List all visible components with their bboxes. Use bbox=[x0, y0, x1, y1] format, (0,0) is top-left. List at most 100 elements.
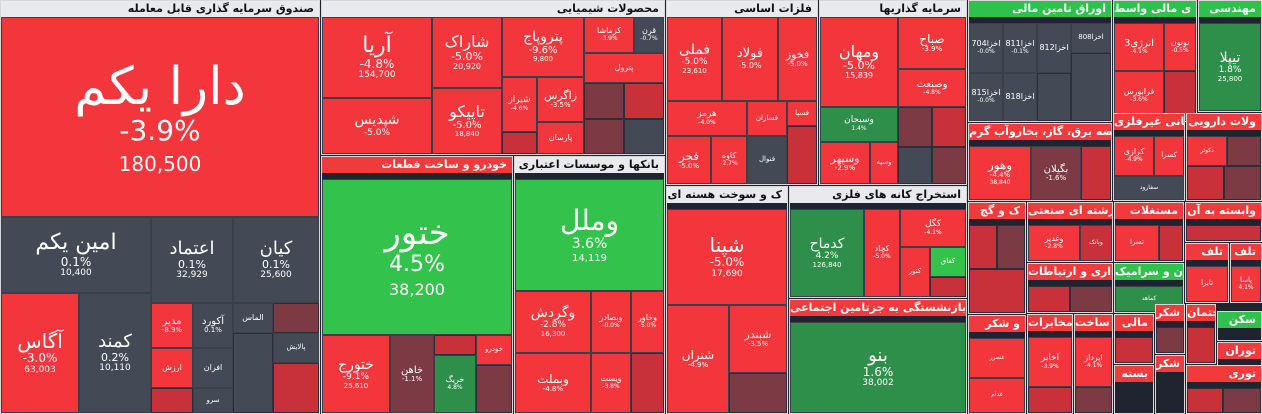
tile-petrol2[interactable]: پترول bbox=[584, 53, 664, 83]
tile-karazi[interactable]: کرازی -4.9% bbox=[1114, 136, 1154, 176]
tile-filler[interactable] bbox=[1081, 146, 1111, 200]
sector-social[interactable]: ق بازنشستگی به جزتامین اجتماعی بنو 1.6% … bbox=[789, 299, 967, 414]
tile-khodro[interactable]: خودرو bbox=[476, 335, 512, 365]
tile-fajr[interactable]: فجر -5.0% bbox=[667, 136, 711, 184]
tile-khatorh[interactable]: ختورج -9.1% 25,610 bbox=[322, 335, 390, 413]
sector-auto[interactable]: خودرو و ساخت قطعات ختور 4.5% 38,200 ختور… bbox=[321, 156, 513, 414]
tile-vmahan[interactable]: ومهان -5.0% 15,839 bbox=[820, 17, 898, 107]
tile-kjad[interactable]: کچاد -5.0% bbox=[864, 209, 900, 297]
tile-akord[interactable]: آکورد 0.1% bbox=[193, 303, 233, 348]
sector-mali[interactable]: مالی bbox=[1114, 314, 1154, 364]
tile-sharak[interactable]: شاراک -5.0% 20,920 bbox=[432, 17, 502, 88]
tile-vgardesh[interactable]: وگردش -2.8% 16,300 bbox=[515, 291, 591, 353]
tile-sabah[interactable]: صباح -3.9% bbox=[898, 17, 966, 69]
tile-filler[interactable] bbox=[1224, 166, 1261, 200]
sector-misc1[interactable]: تلف تایرا bbox=[1185, 243, 1229, 303]
tile-filler[interactable] bbox=[273, 303, 319, 333]
sector-telecom[interactable]: اری و ارتباطات bbox=[1027, 263, 1113, 313]
tile-shepdis[interactable]: شپدیس -5.0% bbox=[322, 98, 432, 154]
sector-mining[interactable]: استخراج کانه های فلزی کدماح 4.2% 126,840… bbox=[789, 186, 967, 298]
tile-ghasr[interactable]: غسرر bbox=[969, 338, 1025, 378]
tile-filler[interactable] bbox=[1187, 327, 1215, 363]
tile-tonon[interactable]: تونون -0.5% bbox=[1164, 23, 1196, 71]
tile-akhaber[interactable]: اخابر -3.9% bbox=[1028, 337, 1072, 387]
sector-tour[interactable]: توری bbox=[1186, 365, 1262, 414]
tile-sarv[interactable]: سرو bbox=[193, 388, 233, 413]
tile-filler[interactable] bbox=[434, 335, 476, 355]
tile-tipla[interactable]: تیپلا 1.8% 25,800 bbox=[1199, 23, 1261, 111]
tile-femli[interactable]: فملی -5.0% 23,610 bbox=[667, 17, 722, 101]
tile-fsazan[interactable]: فسازان bbox=[747, 101, 787, 136]
tile-shiraz[interactable]: شیراز -4.6% bbox=[502, 77, 537, 132]
tile-a808[interactable]: 808اخزا bbox=[1071, 23, 1111, 53]
tile-a812[interactable]: 812اخزا bbox=[1037, 23, 1071, 73]
tile-ghran[interactable]: قرن -0.7% bbox=[634, 17, 664, 53]
tile-vkhavar[interactable]: وخاور -5.0% bbox=[631, 291, 664, 353]
sector-utility[interactable]: عرضه برق، گاز، بخاروآب گرم وهور -4.4% 38… bbox=[968, 123, 1112, 201]
tile-filler[interactable] bbox=[1037, 73, 1071, 121]
tile-shepna[interactable]: شپنا -5.0% 17,690 bbox=[667, 209, 787, 305]
tile-fenavar[interactable]: فنوال bbox=[747, 136, 787, 184]
tile-tapiko[interactable]: تاپیکو -5.0% 18,840 bbox=[432, 88, 502, 154]
tile-dkor[interactable]: دکوثر bbox=[1187, 136, 1227, 166]
tile-filler[interactable] bbox=[1223, 388, 1261, 413]
sector-finance[interactable]: اوراق تامین مالی 704اخزا -0.0% 811اخزا -… bbox=[968, 0, 1112, 122]
tile-apardaz[interactable]: اپرداز -4.1% bbox=[1075, 337, 1112, 387]
tile-kmaad[interactable]: کماهد bbox=[1115, 286, 1183, 312]
tile-a818[interactable]: 818اخزا bbox=[1003, 73, 1037, 121]
tile-shtran[interactable]: شتران -4.9% bbox=[667, 305, 729, 413]
tile-khatoor[interactable]: ختور 4.5% 38,200 bbox=[322, 179, 512, 335]
tile-anarzhi[interactable]: انرژی3 -4.1% bbox=[1114, 23, 1164, 71]
tile-tesra[interactable]: تسرا bbox=[1115, 225, 1159, 261]
tile-filler[interactable] bbox=[932, 147, 966, 184]
tile-agas[interactable]: آگاس -3.0% 63,003 bbox=[1, 293, 79, 413]
tile-filler[interactable] bbox=[969, 225, 997, 269]
tile-khaan[interactable]: خاهن -1.1% bbox=[390, 335, 434, 413]
sector-dependent[interactable]: وابسته به آن bbox=[1185, 202, 1262, 242]
sector-pasa[interactable]: تلف پاسا 4.1% bbox=[1230, 243, 1262, 303]
tile-palayesh[interactable]: پالایش bbox=[273, 333, 319, 363]
sector-computer[interactable]: ساخت اپرداز -4.1% bbox=[1074, 314, 1113, 414]
sector-banks[interactable]: بانکها و موسسات اعتباری وملل 3.6% 14,119… bbox=[514, 156, 665, 414]
sector-agri[interactable]: ک و گچ bbox=[968, 202, 1026, 314]
tile-modir[interactable]: مدیر -8.9% bbox=[151, 303, 193, 348]
tile-kave[interactable]: کاوه -2.7% bbox=[711, 136, 747, 184]
tile-bgilan[interactable]: بگیلان -1.6% bbox=[1031, 146, 1081, 200]
tile-filler[interactable] bbox=[1115, 337, 1153, 363]
tile-gdam[interactable]: غدام bbox=[969, 378, 1025, 413]
tile-pasa[interactable]: پاسا 4.1% bbox=[1231, 266, 1261, 302]
tile-vbank[interactable]: وبانک bbox=[1080, 225, 1112, 261]
tile-filler[interactable] bbox=[898, 147, 932, 184]
tile-a815[interactable]: 815اخزا -0.0% bbox=[969, 73, 1003, 121]
tile-filler[interactable] bbox=[584, 119, 624, 154]
sector-pharma[interactable]: ولات دارویی دکوثر bbox=[1186, 113, 1262, 201]
tile-almas[interactable]: الماس bbox=[233, 303, 273, 333]
sector-industrial[interactable]: رشته ای صنعتی وغدیر -2.8% وبانک bbox=[1027, 202, 1113, 262]
tile-filler[interactable] bbox=[273, 363, 319, 413]
tile-filler[interactable] bbox=[1156, 327, 1184, 353]
tile-filler[interactable] bbox=[624, 83, 664, 119]
sector-invest[interactable]: سرمایه گذاریها ومهان -5.0% 15,839 صباح -… bbox=[819, 0, 967, 185]
tile-filler[interactable] bbox=[787, 126, 817, 184]
tile-filler[interactable] bbox=[1159, 225, 1183, 261]
sector-food[interactable]: و شکر غسرر غدام bbox=[968, 315, 1026, 414]
tile-filler[interactable] bbox=[997, 225, 1025, 269]
sector-chem[interactable]: محصولات شیمیایی آریا -4.8% 154,700 شاراک… bbox=[321, 0, 665, 155]
sector-realestate[interactable]: مستغلات تسرا bbox=[1114, 202, 1184, 262]
tile-kgal[interactable]: کگل -4.1% bbox=[900, 209, 966, 247]
tile-filler[interactable] bbox=[1187, 166, 1224, 200]
tile-filler[interactable] bbox=[1186, 225, 1261, 241]
tile-filler[interactable] bbox=[969, 269, 1025, 313]
tile-filler[interactable] bbox=[151, 388, 193, 413]
tile-a811[interactable]: 811اخزا -0.1% bbox=[1003, 23, 1037, 73]
sector-sken[interactable]: سکن bbox=[1217, 311, 1262, 341]
sector-shekar[interactable]: شکر bbox=[1155, 304, 1185, 354]
tile-vsanat[interactable]: وصنعت -4.8% bbox=[898, 69, 966, 107]
tile-vsepehr[interactable]: وسپهر -2.9% bbox=[820, 142, 870, 184]
tile-afran[interactable]: افران bbox=[193, 348, 233, 388]
sector-finother[interactable]: ی مالی واسط انرژی3 -4.1% تونون -0.5% فرا… bbox=[1113, 0, 1197, 122]
tile-fasa[interactable]: فسپا bbox=[787, 101, 817, 126]
tile-shbnder[interactable]: شبندر -3.5% bbox=[729, 305, 787, 373]
tile-filler[interactable] bbox=[1028, 387, 1072, 413]
tile-filler[interactable] bbox=[1028, 286, 1070, 312]
